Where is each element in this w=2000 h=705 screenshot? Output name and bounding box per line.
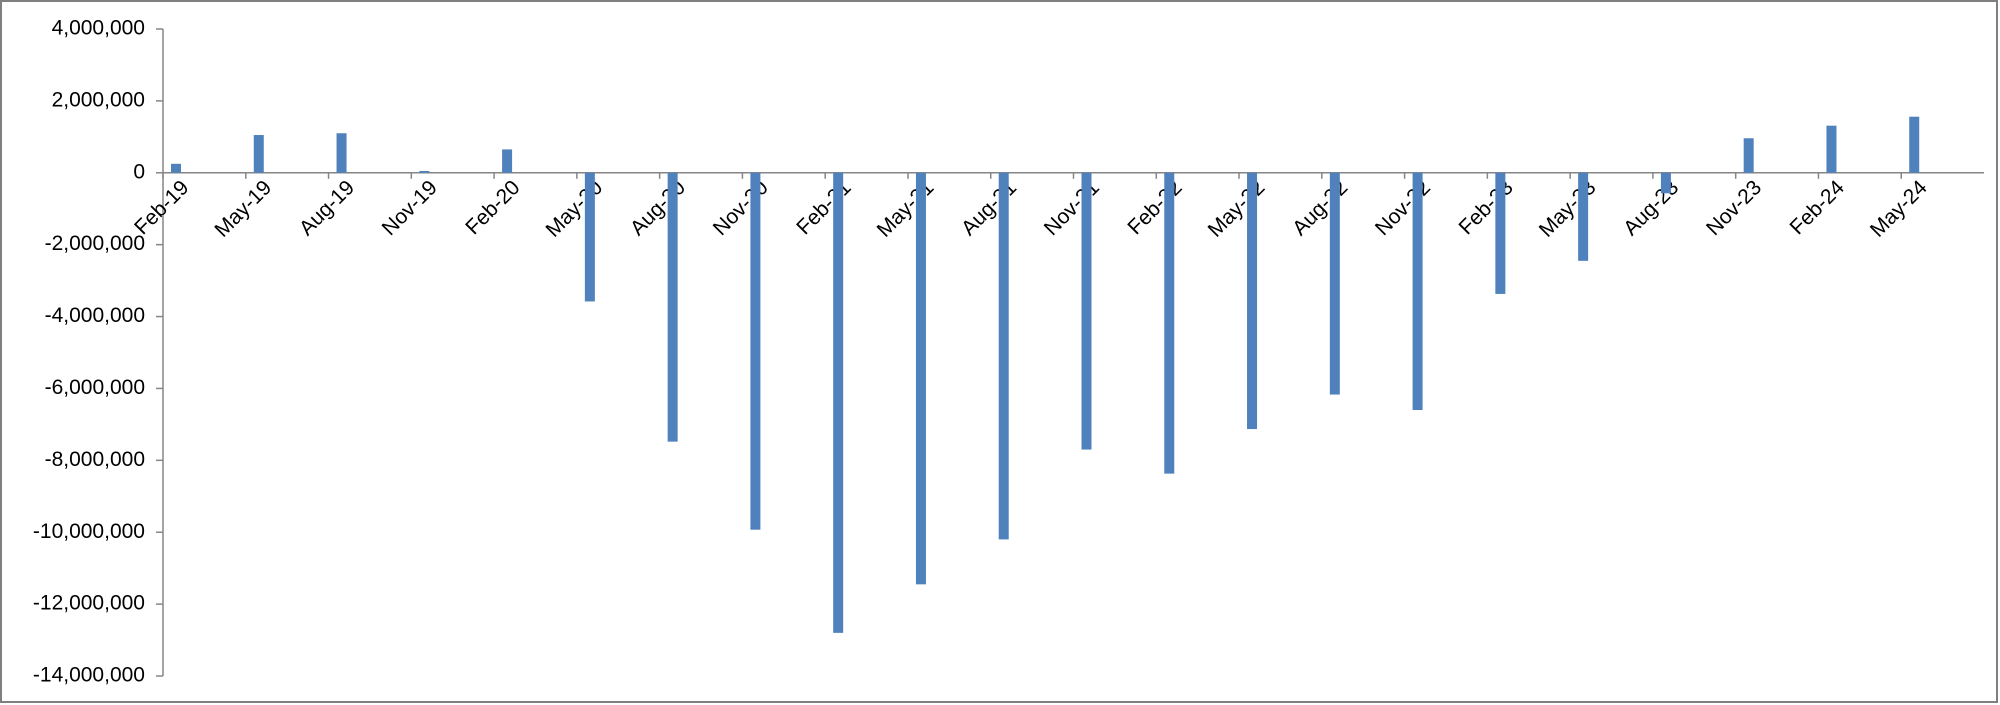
y-tick-label: -10,000,000 xyxy=(33,520,145,543)
bar xyxy=(253,135,264,173)
bar xyxy=(1909,116,1920,173)
y-tick-label: -14,000,000 xyxy=(33,664,145,687)
bar xyxy=(833,172,844,633)
bar xyxy=(915,172,926,585)
y-tick-label: 4,000,000 xyxy=(52,17,145,40)
bar xyxy=(1660,172,1671,194)
bar xyxy=(584,172,595,302)
bar xyxy=(1578,172,1589,261)
y-tick-label: 2,000,000 xyxy=(52,88,145,111)
bar xyxy=(998,172,1009,540)
y-tick-label: 0 xyxy=(133,160,145,183)
y-tick-label: -2,000,000 xyxy=(45,232,145,255)
bar xyxy=(1081,172,1092,450)
bar xyxy=(419,170,430,173)
bar xyxy=(1412,172,1423,411)
bar xyxy=(171,163,181,173)
bar xyxy=(750,172,761,530)
bar xyxy=(502,149,513,173)
bar xyxy=(1247,172,1258,430)
y-tick-label: -12,000,000 xyxy=(33,592,145,615)
y-tick-label: -4,000,000 xyxy=(45,304,145,327)
bar xyxy=(1164,172,1175,474)
bar xyxy=(336,133,347,173)
bar xyxy=(1495,172,1506,294)
bar xyxy=(1743,138,1754,173)
y-tick-label: -8,000,000 xyxy=(45,448,145,471)
bar xyxy=(1329,172,1340,395)
bar xyxy=(667,172,678,442)
bar xyxy=(1826,125,1837,173)
y-tick-label: -6,000,000 xyxy=(45,376,145,399)
